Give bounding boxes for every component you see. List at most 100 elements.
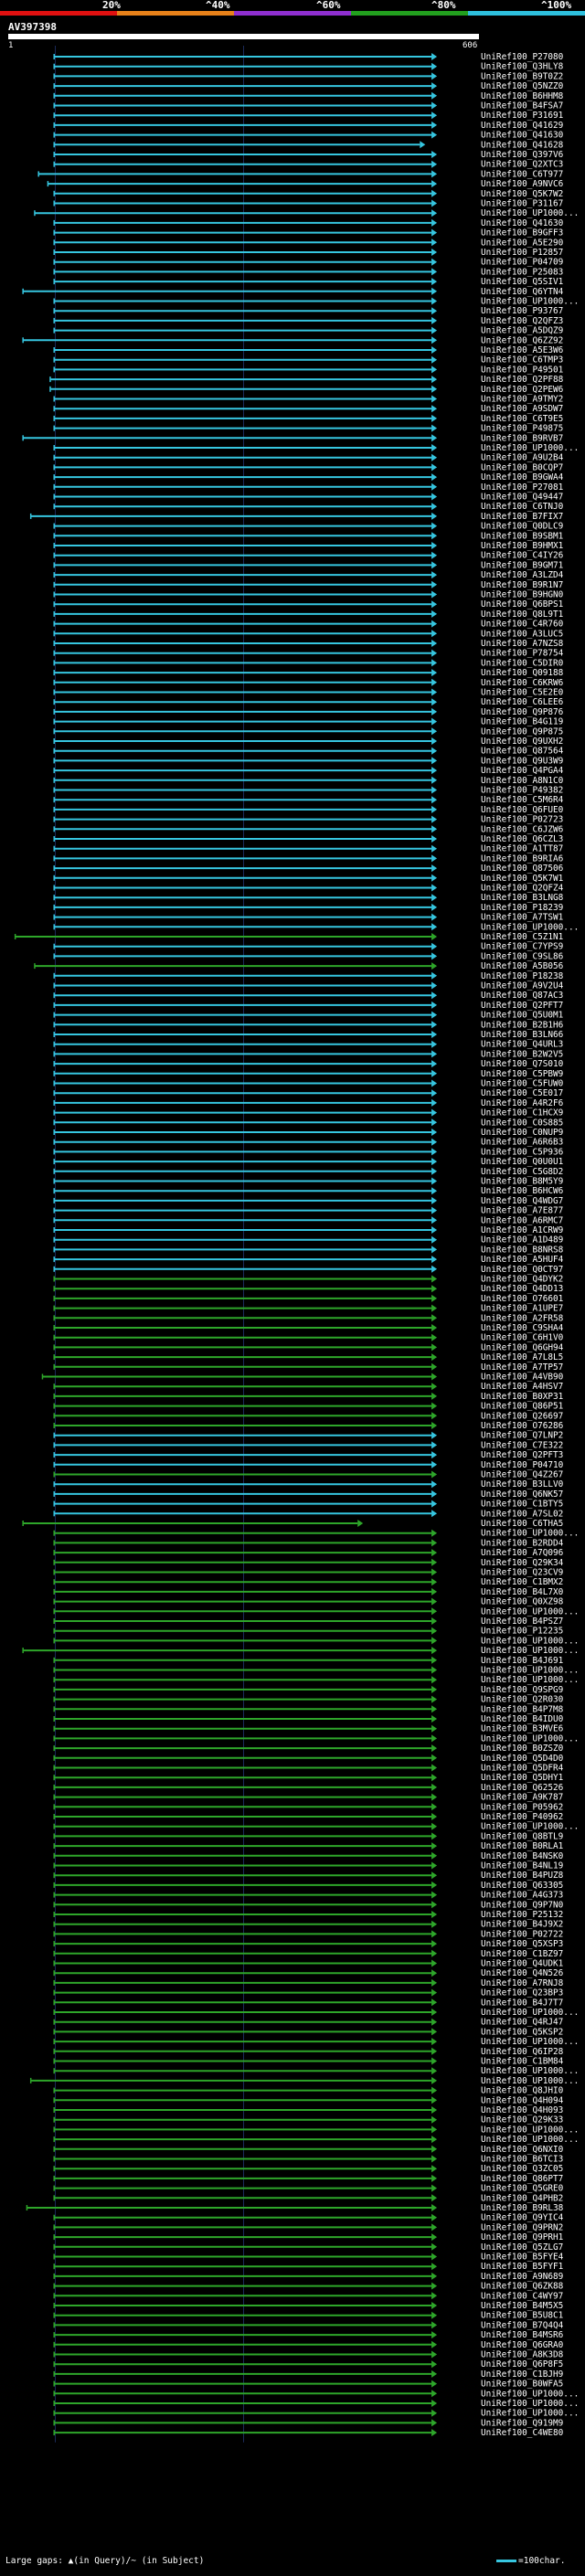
- hit-label[interactable]: UniRef100_Q6YTN4: [481, 287, 564, 297]
- hit-label[interactable]: UniRef100_Q23CV9: [481, 1568, 564, 1578]
- hit-label[interactable]: UniRef100_P12857: [481, 248, 563, 258]
- hit-label[interactable]: UniRef100_Q41630: [481, 218, 564, 228]
- hit-label[interactable]: UniRef100_C1BJH9: [481, 2369, 564, 2380]
- hit-label[interactable]: UniRef100_B4MSR6: [481, 2330, 564, 2340]
- hit-label[interactable]: UniRef100_UP1000...: [481, 922, 579, 932]
- hit-label[interactable]: UniRef100_Q6ZK88: [481, 2282, 564, 2292]
- hit-label[interactable]: UniRef100_Q4DD13: [481, 1284, 563, 1294]
- hit-label[interactable]: UniRef100_A4VB90: [481, 1373, 564, 1383]
- hit-label[interactable]: UniRef100_B2B1H6: [481, 1020, 564, 1030]
- hit-label[interactable]: UniRef100_Q86P51: [481, 1402, 564, 1412]
- hit-label[interactable]: UniRef100_A1UPE7: [481, 1304, 563, 1314]
- hit-label[interactable]: UniRef100_A7TP57: [481, 1362, 563, 1373]
- hit-label[interactable]: UniRef100_B4PUZ8: [481, 1871, 564, 1881]
- hit-label[interactable]: UniRef100_Q8JHI0: [481, 2086, 564, 2096]
- hit-label[interactable]: UniRef100_P27081: [481, 482, 564, 493]
- hit-label[interactable]: UniRef100_Q6P8F5: [481, 2359, 563, 2369]
- hit-label[interactable]: UniRef100_Q3HLY8: [481, 62, 564, 72]
- hit-label[interactable]: UniRef100_Q4PHB2: [481, 2193, 563, 2203]
- hit-label[interactable]: UniRef100_C5DIR0: [481, 658, 564, 668]
- hit-label[interactable]: UniRef100_B4NSK0: [481, 1851, 564, 1861]
- hit-label[interactable]: UniRef100_UP1000...: [481, 1636, 579, 1646]
- hit-label[interactable]: UniRef100_Q2XTC3: [481, 160, 563, 170]
- hit-label[interactable]: UniRef100_P31691: [481, 111, 564, 121]
- hit-label[interactable]: UniRef100_Q0XZ98: [481, 1597, 564, 1607]
- hit-label[interactable]: UniRef100_A2FR58: [481, 1313, 564, 1323]
- hit-label[interactable]: UniRef100_Q62526: [481, 1783, 564, 1793]
- hit-label[interactable]: UniRef100_A9NVC6: [481, 179, 564, 189]
- hit-label[interactable]: UniRef100_Q9P875: [481, 726, 563, 737]
- hit-label[interactable]: UniRef100_B7Q4Q4: [481, 2320, 564, 2330]
- hit-label[interactable]: UniRef100_Q87564: [481, 747, 564, 757]
- hit-label[interactable]: UniRef100_B4IDU0: [481, 1714, 564, 1724]
- hit-label[interactable]: UniRef100_Q86PT7: [481, 2174, 563, 2184]
- hit-label[interactable]: UniRef100_B4G119: [481, 717, 564, 727]
- hit-label[interactable]: UniRef100_Q23BP3: [481, 1988, 563, 1998]
- hit-label[interactable]: UniRef100_O76286: [481, 1421, 564, 1431]
- hit-label[interactable]: UniRef100_C0S885: [481, 1118, 563, 1128]
- hit-label[interactable]: UniRef100_Q2PFT3: [481, 1450, 563, 1460]
- hit-label[interactable]: UniRef100_A9TMY2: [481, 395, 563, 405]
- hit-label[interactable]: UniRef100_Q2PF88: [481, 375, 564, 385]
- hit-label[interactable]: UniRef100_Q29K33: [481, 2115, 563, 2125]
- hit-label[interactable]: UniRef100_P40962: [481, 1812, 563, 1822]
- hit-label[interactable]: UniRef100_UP1000...: [481, 2399, 579, 2409]
- hit-label[interactable]: UniRef100_Q4H094: [481, 2095, 564, 2105]
- hit-label[interactable]: UniRef100_UP1000...: [481, 1646, 579, 1656]
- hit-label[interactable]: UniRef100_A9V2U4: [481, 981, 564, 991]
- hit-label[interactable]: UniRef100_B4J691: [481, 1656, 564, 1666]
- hit-label[interactable]: UniRef100_Q2QFZ4: [481, 884, 564, 894]
- hit-label[interactable]: UniRef100_P49382: [481, 786, 563, 796]
- hit-label[interactable]: UniRef100_O76601: [481, 1294, 564, 1304]
- hit-label[interactable]: UniRef100_A3LUC5: [481, 629, 563, 639]
- hit-label[interactable]: UniRef100_A6RMC7: [481, 1215, 563, 1225]
- hit-label[interactable]: UniRef100_B3MVE6: [481, 1724, 564, 1734]
- hit-label[interactable]: UniRef100_C6H1V0: [481, 1333, 564, 1343]
- hit-label[interactable]: UniRef100_P18238: [481, 971, 564, 981]
- hit-label[interactable]: UniRef100_Q41628: [481, 140, 564, 150]
- hit-label[interactable]: UniRef100_Q4WDG7: [481, 1196, 563, 1206]
- hit-label[interactable]: UniRef100_Q9YIC4: [481, 2213, 564, 2223]
- hit-label[interactable]: UniRef100_B5FYF1: [481, 2262, 564, 2272]
- hit-label[interactable]: UniRef100_A7Q096: [481, 1548, 564, 1558]
- hit-label[interactable]: UniRef100_C1BM84: [481, 2057, 564, 2067]
- hit-label[interactable]: UniRef100_UP1000...: [481, 1529, 579, 1539]
- hit-label[interactable]: UniRef100_UP1000...: [481, 1666, 579, 1676]
- hit-label[interactable]: UniRef100_Q919M9: [481, 2418, 564, 2428]
- hit-label[interactable]: UniRef100_P49501: [481, 365, 564, 375]
- hit-label[interactable]: UniRef100_P31167: [481, 199, 563, 209]
- hit-label[interactable]: UniRef100_Q9P7N0: [481, 1900, 564, 1910]
- hit-label[interactable]: UniRef100_B9RL38: [481, 2203, 564, 2213]
- hit-label[interactable]: UniRef100_A7RNJ8: [481, 1978, 564, 1988]
- hit-label[interactable]: UniRef100_Q26697: [481, 1411, 563, 1421]
- hit-label[interactable]: UniRef100_B0CQP7: [481, 462, 563, 472]
- hit-label[interactable]: UniRef100_P27080: [481, 52, 564, 62]
- hit-label[interactable]: UniRef100_B9GM71: [481, 560, 564, 570]
- hit-label[interactable]: UniRef100_UP1000...: [481, 1675, 579, 1685]
- hit-label[interactable]: UniRef100_Q5DFR4: [481, 1764, 564, 1774]
- hit-label[interactable]: UniRef100_B4PSZ7: [481, 1617, 563, 1627]
- hit-label[interactable]: UniRef100_C4WE80: [481, 2428, 564, 2438]
- hit-label[interactable]: UniRef100_Q5GRE0: [481, 2184, 564, 2194]
- hit-label[interactable]: UniRef100_P25083: [481, 267, 563, 277]
- hit-label[interactable]: UniRef100_Q4URL3: [481, 1040, 563, 1050]
- hit-label[interactable]: UniRef100_Q7LNP2: [481, 1431, 563, 1441]
- hit-label[interactable]: UniRef100_C5Z1N1: [481, 932, 564, 942]
- hit-label[interactable]: UniRef100_B6HHM8: [481, 91, 564, 101]
- hit-label[interactable]: UniRef100_P49875: [481, 424, 563, 434]
- hit-label[interactable]: UniRef100_P04710: [481, 1460, 564, 1470]
- hit-label[interactable]: UniRef100_B9GWA4: [481, 472, 564, 482]
- hit-label[interactable]: UniRef100_Q5K7W2: [481, 189, 563, 199]
- hit-label[interactable]: UniRef100_A9N689: [481, 2272, 564, 2282]
- hit-label[interactable]: UniRef100_C4IY26: [481, 551, 564, 561]
- hit-label[interactable]: UniRef100_UP1000...: [481, 2076, 579, 2086]
- hit-label[interactable]: UniRef100_C9SHA4: [481, 1323, 564, 1333]
- hit-label[interactable]: UniRef100_Q2QFZ3: [481, 316, 563, 326]
- hit-label[interactable]: UniRef100_Q4UDK1: [481, 1959, 564, 1969]
- hit-label[interactable]: UniRef100_C6TNJ0: [481, 502, 564, 512]
- hit-label[interactable]: UniRef100_UP1000...: [481, 2008, 579, 2018]
- hit-label[interactable]: UniRef100_Q09188: [481, 668, 564, 678]
- hit-label[interactable]: UniRef100_B4NL19: [481, 1861, 564, 1871]
- hit-label[interactable]: UniRef100_C6THA5: [481, 1519, 563, 1529]
- hit-label[interactable]: UniRef100_B9RIA6: [481, 853, 564, 864]
